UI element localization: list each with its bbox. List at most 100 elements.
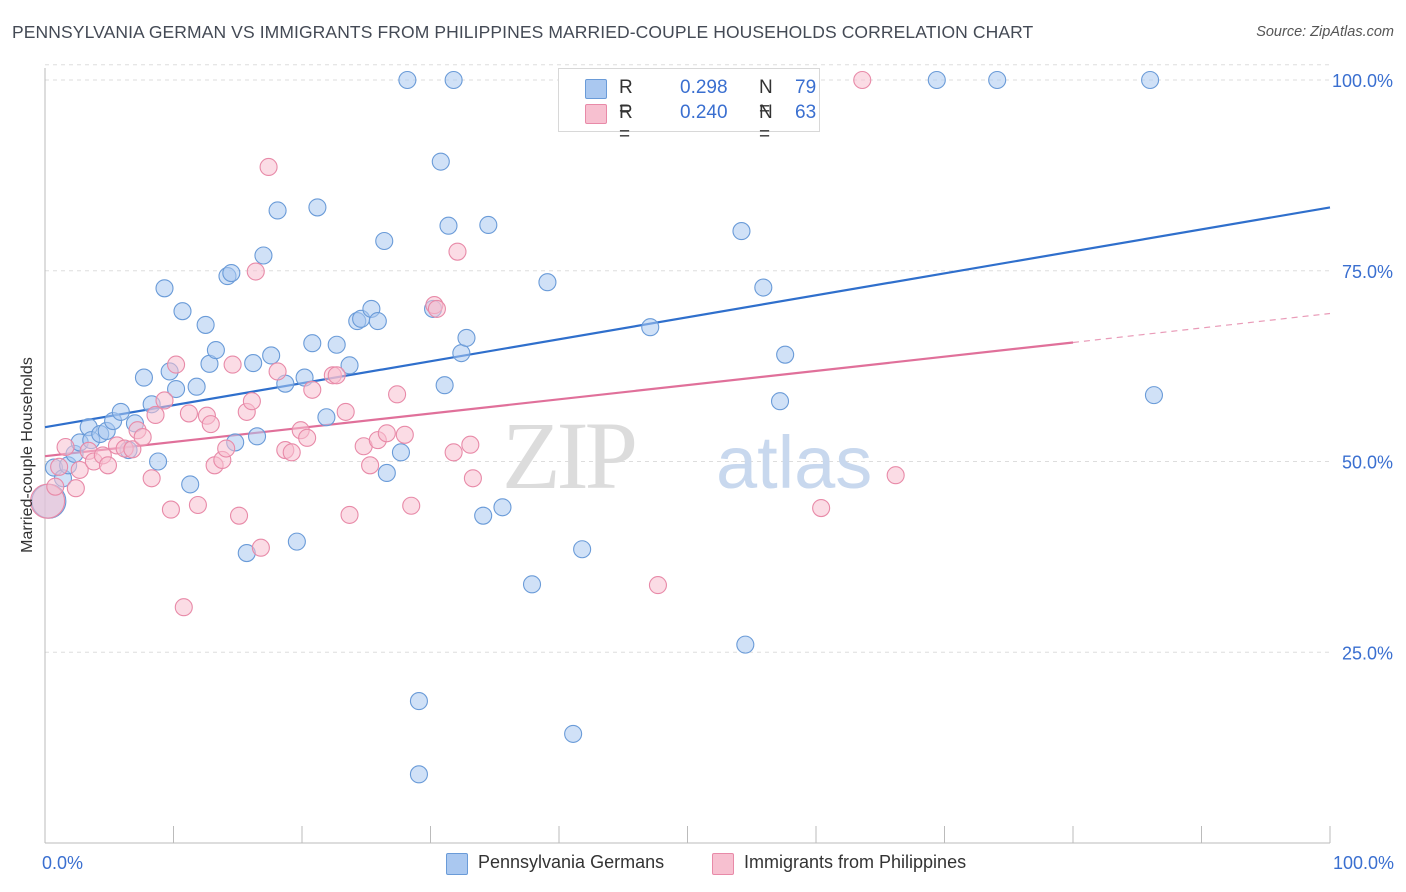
data-point-pink xyxy=(66,479,85,498)
data-point-blue xyxy=(196,315,215,334)
data-point-blue xyxy=(479,215,498,235)
legend-label: Immigrants from Philippines xyxy=(744,852,967,872)
data-point-blue xyxy=(732,222,751,241)
watermark-zip: ZIP xyxy=(502,402,635,509)
data-point-pink xyxy=(46,477,65,496)
data-point-blue xyxy=(770,392,790,411)
data-point-pink xyxy=(812,498,831,518)
data-point-pink xyxy=(648,576,667,595)
data-point-blue xyxy=(439,216,458,235)
data-point-blue xyxy=(187,377,206,396)
n-value: 63 xyxy=(795,102,817,123)
r-value: 0.298 xyxy=(680,77,728,98)
y-tick-label: 50.0% xyxy=(1342,453,1393,473)
data-point-pink xyxy=(246,262,265,281)
data-point-pink xyxy=(427,299,446,318)
data-point-blue xyxy=(776,345,795,364)
data-point-pink xyxy=(340,505,359,524)
data-point-blue xyxy=(641,318,660,337)
data-point-pink xyxy=(217,439,236,458)
watermark: ZIP atlas xyxy=(502,402,872,509)
data-point-blue xyxy=(173,302,192,321)
data-point-pink xyxy=(146,405,165,425)
trend-line-blue xyxy=(44,206,1331,429)
data-point-pink xyxy=(444,443,463,462)
data-point-blue xyxy=(222,263,241,283)
data-point-blue xyxy=(754,278,773,297)
legend-swatch-pink xyxy=(585,104,607,124)
data-point-blue xyxy=(368,312,387,331)
data-point-blue xyxy=(431,152,450,171)
chart-title: PENNSYLVANIA GERMAN VS IMMIGRANTS FROM P… xyxy=(12,22,1034,42)
correlation-legend: R = 0.298 N = 79 R = 0.240 N = 63 xyxy=(558,68,820,145)
data-point-pink xyxy=(179,404,198,423)
data-point-pink xyxy=(70,460,89,479)
data-point-blue xyxy=(444,70,463,90)
data-point-pink xyxy=(251,538,270,557)
data-point-pink xyxy=(223,355,242,374)
data-point-blue xyxy=(327,335,346,354)
data-point-pink xyxy=(167,355,186,374)
data-point-pink xyxy=(463,469,482,488)
data-point-pink xyxy=(201,415,220,434)
data-point-blue xyxy=(134,368,153,387)
r-label: R = xyxy=(619,102,633,145)
data-point-blue xyxy=(247,427,267,446)
data-point-pink xyxy=(886,466,905,485)
data-point-pink xyxy=(303,380,322,399)
data-point-blue xyxy=(452,344,471,363)
r-label: R = xyxy=(619,77,633,120)
data-point-blue xyxy=(303,334,322,353)
data-point-pink xyxy=(242,392,261,411)
data-point-blue xyxy=(988,70,1007,90)
data-point-pink xyxy=(155,391,174,410)
r-value: 0.240 xyxy=(680,102,728,123)
data-point-blue xyxy=(206,341,225,360)
data-point-blue xyxy=(538,273,557,292)
data-point-blue xyxy=(262,346,281,365)
data-point-blue xyxy=(254,246,273,265)
data-point-blue xyxy=(181,475,200,494)
data-point-blue xyxy=(244,354,263,373)
legend-label: Pennsylvania Germans xyxy=(478,852,665,872)
data-point-blue xyxy=(736,635,755,654)
data-point-blue xyxy=(167,379,186,399)
data-point-pink xyxy=(282,443,301,462)
data-point-blue xyxy=(474,506,493,525)
data-point-pink xyxy=(123,440,142,459)
data-point-pink xyxy=(853,70,872,90)
n-value: 79 xyxy=(795,77,817,98)
data-point-pink xyxy=(268,362,287,381)
y-tick-label: 75.0% xyxy=(1342,262,1393,282)
x-axis-max-label: 100.0% xyxy=(1332,853,1394,873)
data-point-blue xyxy=(308,198,327,217)
data-point-blue xyxy=(522,575,542,594)
data-point-blue xyxy=(317,408,336,427)
data-point-blue xyxy=(493,498,512,517)
data-point-pink xyxy=(161,500,180,519)
data-point-blue xyxy=(268,201,287,220)
data-point-pink xyxy=(298,428,317,447)
data-point-blue xyxy=(111,402,130,421)
x-axis-min-label: 0.0% xyxy=(42,853,84,873)
scatter-points xyxy=(30,70,1164,784)
data-point-blue xyxy=(398,70,417,90)
data-point-blue xyxy=(1144,386,1164,405)
data-point-blue xyxy=(927,70,946,90)
n-label: N = xyxy=(759,77,773,120)
data-point-blue xyxy=(287,532,306,551)
data-point-pink xyxy=(402,496,421,515)
data-point-pink xyxy=(388,385,407,404)
data-point-pink xyxy=(327,366,346,385)
n-label: N = xyxy=(759,102,773,145)
trend-line-extension-pink xyxy=(1072,312,1331,344)
data-point-pink xyxy=(361,456,380,475)
watermark-atlas: atlas xyxy=(716,421,872,504)
data-point-pink xyxy=(142,469,161,488)
data-point-blue xyxy=(1141,70,1160,90)
y-tick-label: 25.0% xyxy=(1342,643,1393,663)
data-point-pink xyxy=(56,437,75,457)
data-point-pink xyxy=(395,425,414,444)
data-point-pink xyxy=(336,402,355,421)
